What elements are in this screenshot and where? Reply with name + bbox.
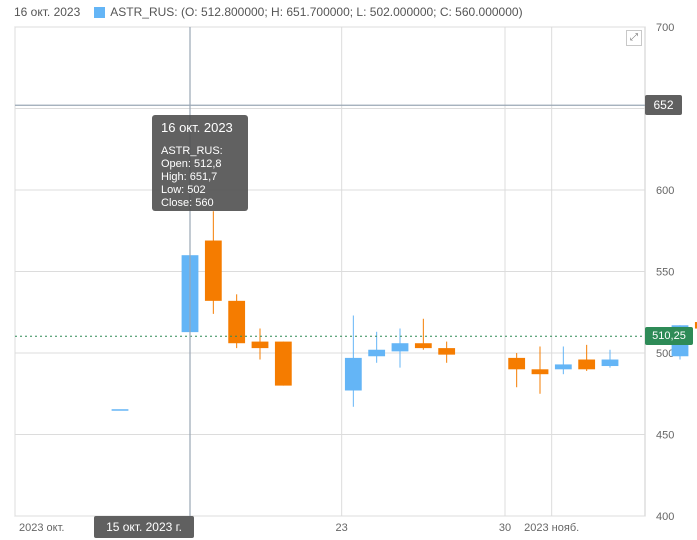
zoom-reset-icon[interactable]: ⤢ bbox=[626, 30, 642, 46]
tooltip-date: 16 окт. 2023 bbox=[161, 120, 233, 135]
x-tick-label: 23 bbox=[336, 522, 348, 534]
candle-body bbox=[438, 348, 456, 355]
candle-body bbox=[531, 369, 549, 375]
y-tick-label: 700 bbox=[656, 22, 674, 34]
legend: 16 окт. 2023 ASTR_RUS: (O: 512.800000; H… bbox=[14, 4, 523, 20]
legend-swatch bbox=[94, 6, 106, 18]
candle-body bbox=[344, 357, 362, 391]
tooltip-series: ASTR_RUS: bbox=[161, 145, 223, 157]
y-tick-label: 600 bbox=[656, 185, 674, 197]
crosshair-date-label: 15 окт. 2023 г. bbox=[94, 516, 194, 538]
tooltip-close: Close: 560 bbox=[161, 197, 214, 209]
candle-body bbox=[391, 343, 409, 352]
ohlc-tooltip: 16 окт. 2023 ASTR_RUS: Open: 512,8 High:… bbox=[152, 115, 248, 211]
x-tick-label: 30 bbox=[499, 522, 511, 534]
crosshair-price-label: 652 bbox=[645, 95, 682, 116]
crosshair bbox=[15, 27, 645, 516]
candle-body bbox=[111, 409, 129, 411]
y-tick-label: 450 bbox=[656, 430, 674, 442]
candle-body bbox=[251, 341, 269, 349]
candle-body bbox=[601, 359, 619, 367]
candle-body bbox=[694, 322, 697, 329]
legend-date: 16 окт. 2023 bbox=[14, 5, 81, 19]
y-tick-label: 550 bbox=[656, 267, 674, 279]
last-price-label: 510,25 bbox=[645, 327, 693, 346]
candle-body bbox=[204, 240, 222, 301]
grid bbox=[14, 26, 646, 517]
y-tick-label: 500 bbox=[656, 348, 674, 360]
candle-body bbox=[508, 357, 526, 370]
x-tick-label: 2023 окт. bbox=[19, 522, 64, 534]
tooltip-high: High: 651,7 bbox=[161, 171, 218, 183]
y-tick-label: 400 bbox=[656, 511, 674, 523]
candle-body bbox=[228, 300, 246, 344]
tooltip-low: Low: 502 bbox=[161, 184, 206, 196]
candle-body bbox=[554, 364, 572, 370]
candle-body bbox=[368, 349, 386, 357]
candles bbox=[111, 105, 697, 411]
x-tick-label: 2023 нояб. bbox=[524, 522, 579, 534]
legend-series-text: ASTR_RUS: (O: 512.800000; H: 651.700000;… bbox=[110, 5, 523, 19]
candle-body bbox=[414, 343, 432, 349]
tooltip-open: Open: 512,8 bbox=[161, 158, 222, 170]
candle-body bbox=[578, 359, 596, 370]
candle-body bbox=[274, 341, 292, 386]
